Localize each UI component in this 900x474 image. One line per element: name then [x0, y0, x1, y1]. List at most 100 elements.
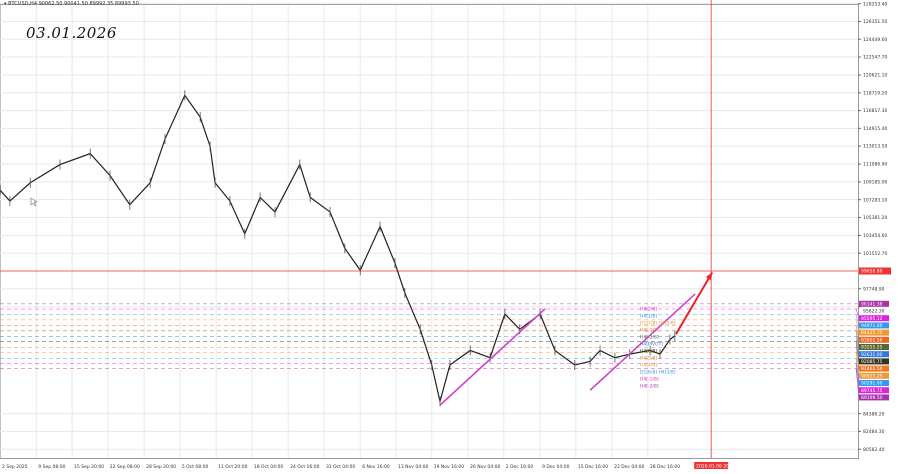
- level-name: H4[5/8]: [640, 356, 657, 362]
- level-name: H4[-2/8]: [640, 384, 659, 390]
- level-label-box: [859, 329, 889, 336]
- level-label: 92085.75: [861, 359, 883, 365]
- x-tick-label: 13 Nov 04:00: [398, 464, 428, 470]
- y-tick-label: 103454.60: [863, 233, 887, 239]
- x-tick-label: 22 Dec 04:00: [614, 464, 644, 470]
- x-tick-label: 24 Oct 16:00: [290, 464, 319, 470]
- y-tick-label: 114915.40: [863, 126, 887, 132]
- level-name: D1[7/8] H4[0/8]: [640, 321, 676, 327]
- x-tick-label: 28 Sep 20:00: [146, 464, 176, 470]
- level-label-box: [859, 372, 889, 379]
- level-label-leader: [855, 336, 860, 355]
- x-tick-label: 31 Oct 04:00: [326, 464, 355, 470]
- level-label-box: [859, 300, 889, 307]
- level-name: H4[-1/8]: [640, 377, 659, 383]
- price-series-line: [0, 94, 676, 402]
- y-tick-label: 105381.20: [863, 215, 887, 221]
- cursor-time-box: [694, 462, 729, 469]
- x-tick-label: 6 Nov 16:00: [362, 464, 390, 470]
- y-tick-label: 120621.10: [863, 73, 887, 79]
- level-label-box: [859, 380, 889, 387]
- x-tick-label: 9 Sep 08:00: [38, 464, 65, 470]
- y-tick-label: 95822.30: [863, 309, 885, 315]
- y-tick-label: 128253.40: [863, 2, 887, 8]
- level-label-leader: [855, 308, 860, 319]
- level-name: D1[6/8] H4[3/8]: [640, 370, 676, 376]
- x-tick-label: 5 Oct 08:00: [182, 464, 209, 470]
- level-label: 96141.38: [861, 301, 883, 307]
- level-label-leader: [855, 330, 860, 348]
- level-label-box: [859, 351, 889, 358]
- level-name: H4[1/8]: [640, 314, 657, 320]
- level-label-leader: [855, 341, 860, 362]
- level-label-box: [859, 358, 889, 365]
- level-label-leader: [855, 325, 860, 340]
- mouse-cursor-icon: [30, 197, 38, 207]
- level-label-leader: [855, 347, 860, 369]
- level-label-leader: [855, 358, 860, 384]
- y-tick-label: 109185.00: [863, 179, 887, 185]
- x-tick-label: 2 Sep 2025: [2, 464, 28, 470]
- level-label: 94971.00: [861, 323, 883, 329]
- y-tick-label: 126351.50: [863, 19, 887, 25]
- level-label-box: [859, 336, 889, 343]
- level-label: 95595.12: [861, 316, 883, 322]
- level-label-box: [859, 315, 889, 322]
- x-tick-label: 15 Sep 20:00: [74, 464, 104, 470]
- date-stamp: 03.01.2026: [26, 24, 117, 42]
- level-label-box: [859, 387, 889, 394]
- level-label-box: [859, 394, 889, 401]
- forecast-arrow: [675, 271, 714, 335]
- level-label: 92631.00: [861, 352, 883, 358]
- x-tick-label: 22 Sep 08:00: [110, 464, 140, 470]
- y-tick-label: 84386.20: [863, 411, 885, 417]
- level-label-box: [859, 365, 889, 372]
- current-price-label: 99650.80: [861, 269, 883, 275]
- x-tick-label: 11 Oct 20:00: [218, 464, 247, 470]
- level-label-leader: [855, 319, 860, 333]
- level-name: H4[PIVOT]: [640, 342, 663, 348]
- level-label: 90291.00: [861, 381, 883, 387]
- level-name: H4[-1/8]: [640, 328, 659, 334]
- level-label: 90915.25: [861, 373, 883, 379]
- y-tick-label: 113013.50: [863, 144, 887, 150]
- level-name: H4[6/8]: [640, 349, 657, 355]
- x-tick-label: 18 Oct 04:00: [254, 464, 283, 470]
- level-label-leader: [855, 368, 860, 398]
- y-tick-label: 124449.60: [863, 37, 887, 43]
- y-tick-label: 111086.90: [863, 162, 887, 168]
- level-label: 94425.75: [861, 330, 883, 336]
- cursor-time-label: 2026.01.06 20:00: [696, 464, 736, 470]
- current-price-box: [859, 267, 891, 275]
- x-tick-label: 26 Nov 04:00: [470, 464, 500, 470]
- x-tick-label: 19 Nov 16:00: [434, 464, 464, 470]
- y-tick-label: 97748.90: [863, 286, 885, 292]
- level-label: 89745.75: [861, 388, 883, 394]
- arrow-head-icon: [705, 272, 713, 281]
- level-label: 93255.25: [861, 345, 883, 351]
- trend-line: [589, 293, 696, 391]
- level-label-box: [859, 322, 889, 329]
- y-tick-label: 101552.70: [863, 251, 887, 257]
- level-label: 89199.50: [861, 395, 883, 401]
- y-tick-label: 122547.70: [863, 55, 887, 61]
- level-label-leader: [855, 363, 860, 391]
- x-tick-label: 15 Dec 16:00: [578, 464, 608, 470]
- y-tick-label: 116817.30: [863, 108, 887, 114]
- y-tick-label: 118719.20: [863, 90, 887, 96]
- level-label: 91461.50: [861, 366, 883, 372]
- x-tick-label: 9 Dec 04:00: [542, 464, 570, 470]
- level-label-box: [859, 344, 889, 351]
- x-tick-label: 28 Dec 16:00: [650, 464, 680, 470]
- x-tick-label: 2 Dec 16:00: [506, 464, 534, 470]
- level-label-leader: [855, 314, 860, 326]
- plot-area: [0, 4, 859, 459]
- level-label: 93801.50: [861, 337, 883, 343]
- y-tick-label: 80582.40: [863, 447, 885, 453]
- y-tick-label: 82484.30: [863, 429, 885, 435]
- y-tick-label: 107283.10: [863, 197, 887, 203]
- level-label-leader: [855, 352, 860, 376]
- trend-line: [439, 308, 546, 406]
